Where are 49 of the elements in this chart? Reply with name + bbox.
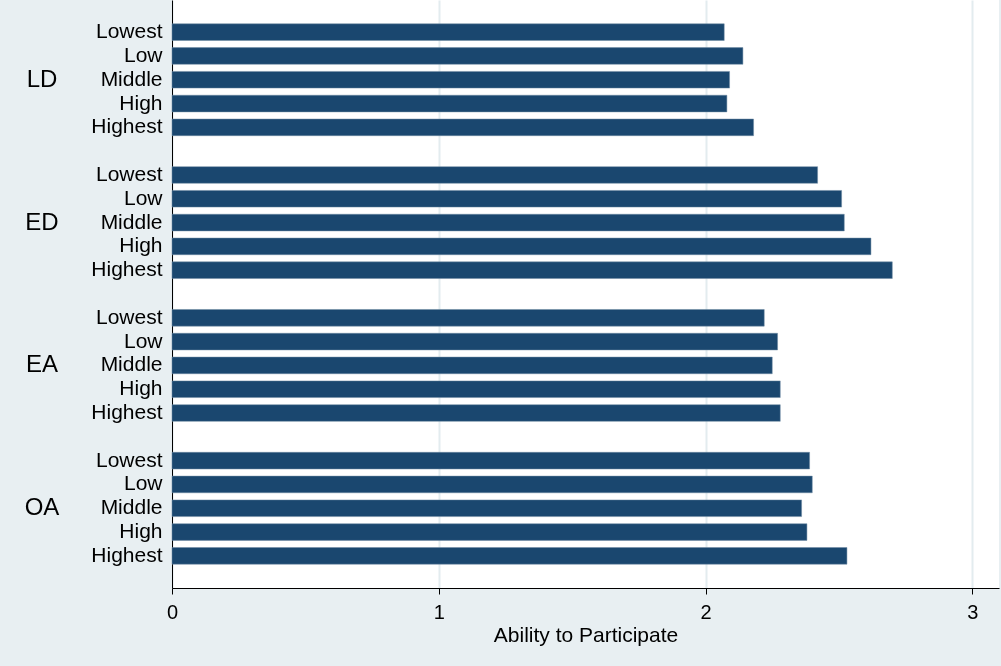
bar [171, 47, 744, 65]
y-tick-label: Middle [100, 66, 163, 90]
y-tick-label: Lowest [95, 19, 163, 43]
y-tick-label: Low [123, 328, 164, 352]
y-tick-label: Middle [100, 495, 163, 519]
y-tick-label: Middle [100, 209, 163, 233]
y-tick-label: High [119, 233, 163, 257]
bar [171, 237, 872, 255]
x-tick-label: 0 [166, 600, 179, 623]
y-tick-label: Low [123, 185, 164, 209]
x-tick-label: 1 [433, 600, 445, 623]
y-tick-label: Lowest [95, 304, 163, 328]
x-axis-title: Ability to Participate [493, 622, 679, 646]
x-tick-label: 3 [967, 600, 979, 623]
bar [171, 261, 893, 279]
bar [171, 190, 842, 208]
y-tick-label: High [119, 376, 163, 400]
bar [171, 309, 765, 327]
bar [171, 23, 725, 41]
bar [171, 380, 781, 398]
y-tick-label: Highest [91, 400, 163, 424]
y-tick-label: High [119, 519, 163, 543]
bar [171, 356, 773, 374]
y-tick-label: Low [123, 42, 164, 66]
bar [171, 214, 845, 232]
bar [171, 499, 802, 517]
text: EA [25, 350, 59, 378]
y-tick-label: Low [123, 471, 164, 495]
text: LD [26, 64, 58, 92]
bar [171, 71, 730, 89]
bar [171, 523, 808, 541]
bar [171, 475, 813, 494]
y-tick-label: Lowest [95, 161, 163, 185]
bar [171, 404, 781, 422]
bar [171, 166, 818, 184]
text: ED [25, 207, 59, 235]
y-tick-label: Highest [91, 542, 163, 566]
y-tick-label: High [119, 90, 163, 114]
text: OA [24, 493, 60, 521]
bar [171, 452, 810, 470]
y-tick-label: Highest [91, 257, 163, 281]
bar [171, 94, 728, 113]
x-tick-label: 2 [700, 600, 712, 623]
bar [171, 118, 754, 136]
y-tick-label: Highest [91, 114, 163, 138]
bar [171, 547, 848, 565]
bar [171, 333, 778, 351]
y-tick-label: Lowest [95, 447, 163, 471]
y-tick-label: Middle [100, 352, 163, 376]
